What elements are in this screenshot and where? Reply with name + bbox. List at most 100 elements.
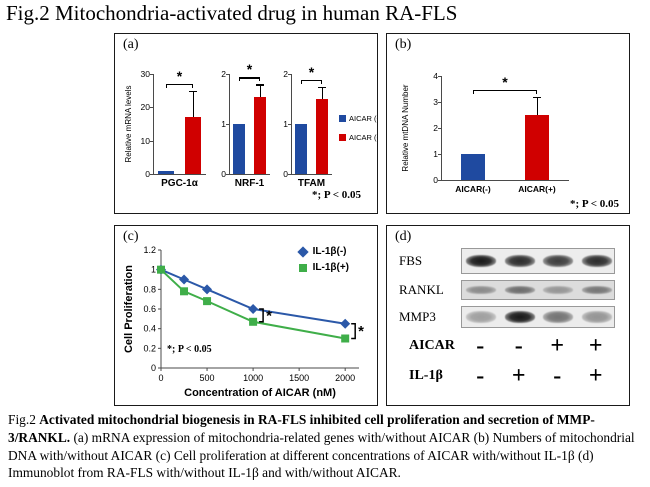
y-tick-label: 1 [221, 119, 226, 129]
bar [184, 117, 201, 174]
protein-band [466, 311, 497, 323]
y-tick-label: 30 [140, 69, 150, 79]
significance-star: * [308, 63, 315, 80]
svg-text:*: * [266, 307, 272, 324]
protein-band [581, 311, 612, 323]
y-tick-label: 0 [145, 169, 150, 179]
minus-sign: - [514, 333, 523, 359]
significance-star: * [246, 61, 253, 77]
y-tick-label: 0 [221, 169, 226, 179]
legend-label: IL-1β(-) [312, 246, 347, 257]
svg-text:*: * [358, 323, 364, 340]
plus-sign: + [588, 363, 603, 389]
y-axis [441, 76, 442, 180]
bracket-tick [166, 83, 168, 88]
condition-signs: - + - + [461, 364, 615, 388]
bar [233, 124, 246, 174]
condition-label: AICAR [409, 338, 455, 353]
protein-band [504, 311, 535, 323]
panel-b-label: (b) [395, 37, 412, 52]
bracket-tick [191, 83, 193, 88]
legend-label: IL-1β(+) [312, 262, 349, 273]
svg-text:Concentration of AICAR (nM): Concentration of AICAR (nM) [184, 387, 336, 399]
protein-band [581, 286, 612, 294]
immunoblot-body: FBS RANKL MMP3 AICAR - - + + IL-1β - + - + [395, 248, 623, 388]
y-tickmark [438, 76, 441, 77]
svg-text:2000: 2000 [335, 373, 355, 383]
y-tick-label: 10 [140, 135, 150, 146]
panel-d-label: (d) [395, 229, 412, 244]
y-tickmark [438, 102, 441, 103]
y-tick-label: 1 [433, 149, 438, 159]
y-axis-title: Relative mRNA levels [124, 85, 133, 163]
panel-c: (c) 0 0.2 0.4 0.6 0.8 1 1.2 0 500 1000 1500 2000 Con… [114, 225, 378, 406]
chart-cell-proliferation: 0 0.2 0.4 0.6 0.8 1 1.2 0 500 1000 1500 2000 Concent… [121, 244, 373, 400]
svg-text:Cell Proliferation: Cell Proliferation [123, 265, 135, 353]
panel-c-pvalue-note: *; P < 0.05 [167, 344, 212, 355]
x-axis-title: NRF-1 [234, 178, 265, 189]
significance-bracket [473, 89, 537, 92]
panel-a-legend: AICAR (-) AICAR (+) [339, 114, 377, 142]
bar [461, 154, 485, 180]
svg-text:500: 500 [200, 373, 215, 383]
error-bar-cap [255, 84, 264, 86]
legend-label: AICAR (-) [349, 114, 377, 123]
y-tickmark [150, 174, 153, 175]
legend-item-aicar-plus: AICAR (+) [339, 133, 377, 142]
svg-text:0: 0 [151, 363, 156, 373]
condition-signs: - - + + [461, 334, 615, 358]
legend-label: AICAR (+) [349, 133, 377, 142]
bracket-tick [301, 79, 303, 84]
panel-b-pvalue-note: *; P < 0.05 [569, 198, 619, 210]
bar [253, 96, 266, 174]
y-tick-label: 1 [283, 119, 288, 129]
y-tickmark [226, 124, 229, 125]
blot-label: RANKL [399, 282, 444, 297]
y-tick-label: 3 [433, 97, 438, 107]
line-chart-svg: 0 0.2 0.4 0.6 0.8 1 1.2 0 500 1000 1500 2000 Concent… [123, 245, 364, 399]
y-tick-label: 2 [221, 69, 226, 79]
bar [295, 124, 308, 174]
blot-strip [461, 280, 615, 300]
svg-text:0: 0 [158, 373, 163, 383]
y-tickmark [226, 74, 229, 75]
protein-band [466, 286, 497, 294]
significance-star: * [176, 67, 183, 84]
y-tickmark [288, 74, 291, 75]
chart-pgc1a: 0 10 20 30 Relative mRNA levels PGC-1α * [123, 58, 209, 189]
error-bar [259, 84, 261, 97]
blot-row: RANKL [395, 280, 623, 300]
y-tickmark [438, 180, 441, 181]
y-tick-label: 4 [433, 71, 438, 81]
blot-row: MMP3 [395, 306, 623, 328]
svg-text:0.6: 0.6 [143, 304, 156, 314]
y-tickmark [438, 128, 441, 129]
error-bar [321, 86, 323, 99]
svg-text:1000: 1000 [243, 373, 263, 383]
bracket-tick [320, 79, 322, 84]
protein-band [504, 286, 535, 294]
svg-text:0.4: 0.4 [143, 324, 156, 334]
aicar-minus-swatch-icon [339, 115, 346, 122]
error-bar-cap [533, 96, 541, 99]
y-axis-title: Relative mtDNA Number [401, 84, 410, 172]
bracket-tick [239, 77, 241, 81]
caption-prefix: Fig.2 [8, 412, 40, 427]
y-tickmark [288, 174, 291, 175]
plus-sign: + [550, 333, 565, 359]
y-tickmark [150, 140, 153, 142]
minus-sign: - [476, 333, 485, 359]
chart-tfam: 0 1 2 TFAM * [277, 58, 335, 189]
x-axis-title: PGC-1α [161, 178, 198, 189]
caption-bold: Activated mitochondrial biogenesis in RA… [8, 412, 595, 445]
y-tickmark [438, 154, 441, 155]
svg-text:1.2: 1.2 [143, 245, 156, 255]
square-marker-icon [298, 263, 307, 272]
protein-band [543, 311, 574, 323]
plus-sign: + [588, 333, 603, 359]
condition-label: IL-1β [409, 368, 443, 383]
y-tickmark [226, 174, 229, 175]
y-axis [153, 74, 154, 174]
x-category-label: AICAR(-) [455, 184, 491, 194]
